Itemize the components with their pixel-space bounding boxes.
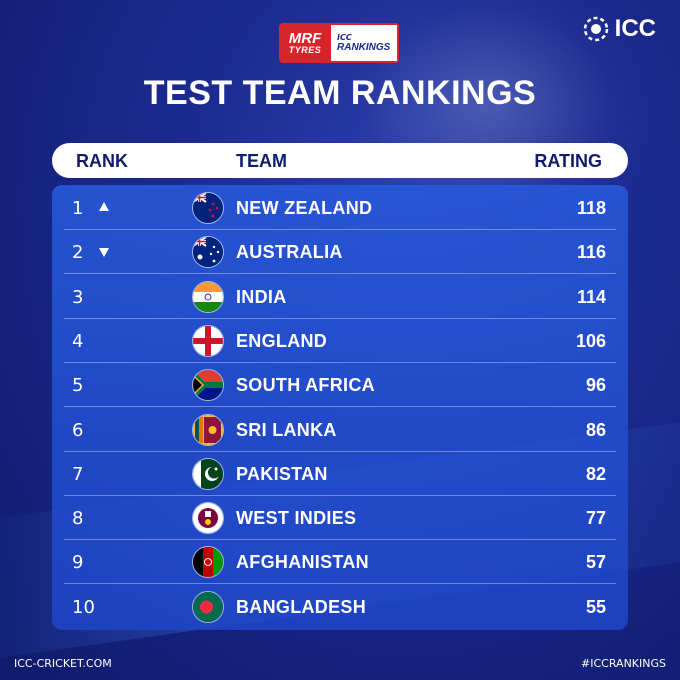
table-row: 5 SOUTH AFRICA 96 (52, 363, 628, 408)
table-row: 4 ENGLAND 106 (52, 319, 628, 363)
rank-number: 2 (72, 242, 84, 264)
table-row: 1 NEW ZEALAND 118 (52, 186, 628, 230)
team-name: PAKISTAN (236, 463, 328, 484)
header-rating: RATING (534, 151, 602, 171)
icc-logo: ICC (583, 15, 656, 43)
row-divider (64, 273, 616, 275)
team-name: INDIA (236, 286, 287, 307)
footer-hashtag: #ICCRANKINGS (581, 657, 666, 670)
rank-number: 8 (72, 508, 84, 530)
sponsor-logo: MRF TYRES ICC RANKINGS (279, 23, 399, 63)
sri-lanka-flag-icon (192, 413, 224, 446)
rank-number: 1 (72, 198, 84, 219)
mrf-tyres-logo: MRF TYRES (279, 23, 331, 63)
row-divider (64, 539, 616, 541)
new-zealand-flag-icon (192, 192, 224, 224)
table-row: 7 PAKISTAN 82 (52, 452, 628, 496)
team-rating: 86 (585, 419, 606, 440)
row-divider (64, 361, 616, 363)
team-name: NEW ZEALAND (236, 198, 373, 218)
rank-number: 9 (72, 552, 84, 574)
team-rating: 114 (576, 286, 606, 307)
header-team: TEAM (236, 151, 287, 171)
bangladesh-flag-icon (192, 590, 224, 623)
team-rating: 106 (575, 330, 606, 351)
australia-flag-icon (192, 236, 224, 269)
team-name: SOUTH AFRICA (236, 375, 375, 396)
team-name: ENGLAND (236, 330, 328, 351)
row-divider (64, 494, 616, 496)
west-indies-flag-icon (192, 502, 224, 535)
team-rating: 118 (576, 198, 606, 218)
table-row: 10 BANGLADESH 55 (52, 585, 628, 629)
team-rating: 116 (576, 242, 606, 263)
page-title: TEST TEAM RANKINGS (143, 74, 537, 112)
rank-number: 4 (72, 330, 84, 352)
footer-website: ICC-CRICKET.COM (14, 657, 112, 670)
header-rank: RANK (76, 151, 128, 171)
table-row: 8 WEST INDIES 77 (52, 496, 628, 541)
table-row: 6 SRI LANKA 86 (52, 408, 628, 452)
team-rating: 55 (585, 596, 606, 617)
cricket-ball-icon (583, 16, 608, 42)
team-name: AFGHANISTAN (236, 552, 369, 573)
team-rating: 57 (585, 552, 606, 573)
team-rating: 77 (585, 508, 606, 529)
table-row: 9 AFGHANISTAN 57 (52, 540, 628, 585)
india-flag-icon (192, 280, 224, 313)
south-africa-flag-icon (192, 369, 224, 402)
rank-number: 10 (72, 596, 95, 618)
table-row: 3 INDIA 114 (52, 275, 628, 319)
afghanistan-flag-icon (192, 546, 224, 579)
rank-number: 7 (72, 463, 84, 485)
team-name: AUSTRALIA (236, 242, 343, 263)
arrow-up-icon (99, 202, 109, 211)
table-header: RANK TEAM RATING (52, 143, 628, 178)
team-rating: 96 (585, 375, 606, 396)
icc-rankings-badge: ICC RANKINGS (331, 23, 399, 63)
team-name: SRI LANKA (236, 419, 337, 440)
table-row: 2 AUSTRALIA 116 (52, 230, 628, 275)
team-rating: 82 (585, 463, 606, 484)
row-divider (64, 583, 616, 585)
team-name: BANGLADESH (236, 596, 367, 617)
row-divider (64, 450, 616, 452)
row-divider (64, 406, 616, 408)
rank-number: 5 (72, 375, 84, 397)
rankings-panel (52, 185, 628, 630)
row-divider (64, 229, 616, 230)
pakistan-flag-icon (192, 457, 224, 490)
england-flag-icon (192, 324, 224, 357)
team-name: WEST INDIES (236, 508, 357, 529)
row-divider (64, 317, 616, 319)
rank-number: 6 (72, 419, 84, 441)
rank-number: 3 (72, 286, 84, 308)
arrow-down-icon (99, 248, 109, 258)
